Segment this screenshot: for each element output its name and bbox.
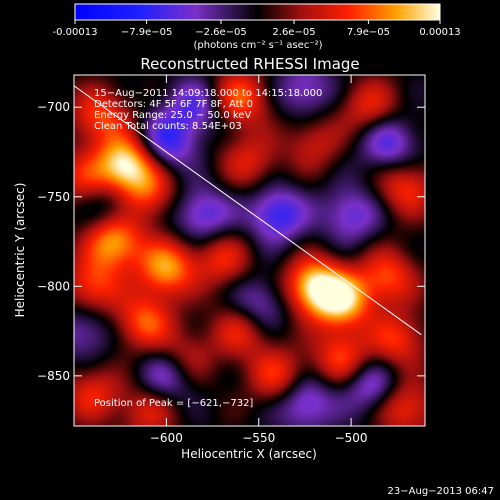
x-tick-label: −600	[150, 431, 183, 445]
y-axis-label: Heliocentric Y (arcsec)	[13, 183, 27, 318]
x-axis: −600 −550 −500	[150, 75, 368, 445]
x-tick-label: −550	[242, 431, 275, 445]
colorbar-tick-label: −2.6e−05	[195, 27, 247, 38]
peak-position-label: Position of Peak = [−621,−732]	[94, 398, 253, 409]
chart-title: Reconstructed RHESSI Image	[140, 55, 359, 73]
x-tick-label: −500	[335, 431, 368, 445]
colorbar-tick-label: 7.9e−05	[347, 27, 390, 38]
plot-frame	[73, 74, 426, 427]
annotation-line: Detectors: 4F 5F 6F 7F 8F, Att 0	[94, 99, 253, 110]
y-tick-label: −850	[37, 369, 70, 383]
annotation-line: 15−Aug−2011 14:09:18.000 to 14:15:18.000	[94, 88, 322, 99]
colorbar	[74, 3, 441, 21]
colorbar-tick-label: -0.00013	[53, 27, 98, 38]
footer-date: 23−Aug−2013 06:47	[387, 486, 494, 497]
limb-line	[74, 85, 422, 336]
annotation-line: Clean Total counts: 8.54E+03	[94, 121, 242, 132]
annotation-line: Energy Range: 25.0 − 50.0 keV	[94, 110, 251, 121]
y-tick-label: −750	[37, 190, 70, 204]
y-axis: −700 −750 −800 −850	[37, 100, 425, 383]
annotation-block: 15−Aug−2011 14:09:18.000 to 14:15:18.000…	[94, 88, 322, 132]
x-axis-label: Heliocentric X (arcsec)	[181, 447, 317, 461]
y-tick-label: −800	[37, 279, 70, 293]
colorbar-tick-label: 0.00013	[419, 27, 460, 38]
y-tick-label: −700	[37, 100, 70, 114]
colorbar-ticks: -0.00013 −7.9e−05 −2.6e−05 2.6e−05 7.9e−05 0.…	[53, 20, 461, 38]
colorbar-tick-label: −7.9e−05	[121, 27, 173, 38]
colorbar-tick-label: 2.6e−05	[272, 27, 315, 38]
heatmap-image	[74, 75, 425, 426]
colorbar-units-label: (photons cm⁻² s⁻¹ asec⁻²)	[193, 40, 322, 51]
